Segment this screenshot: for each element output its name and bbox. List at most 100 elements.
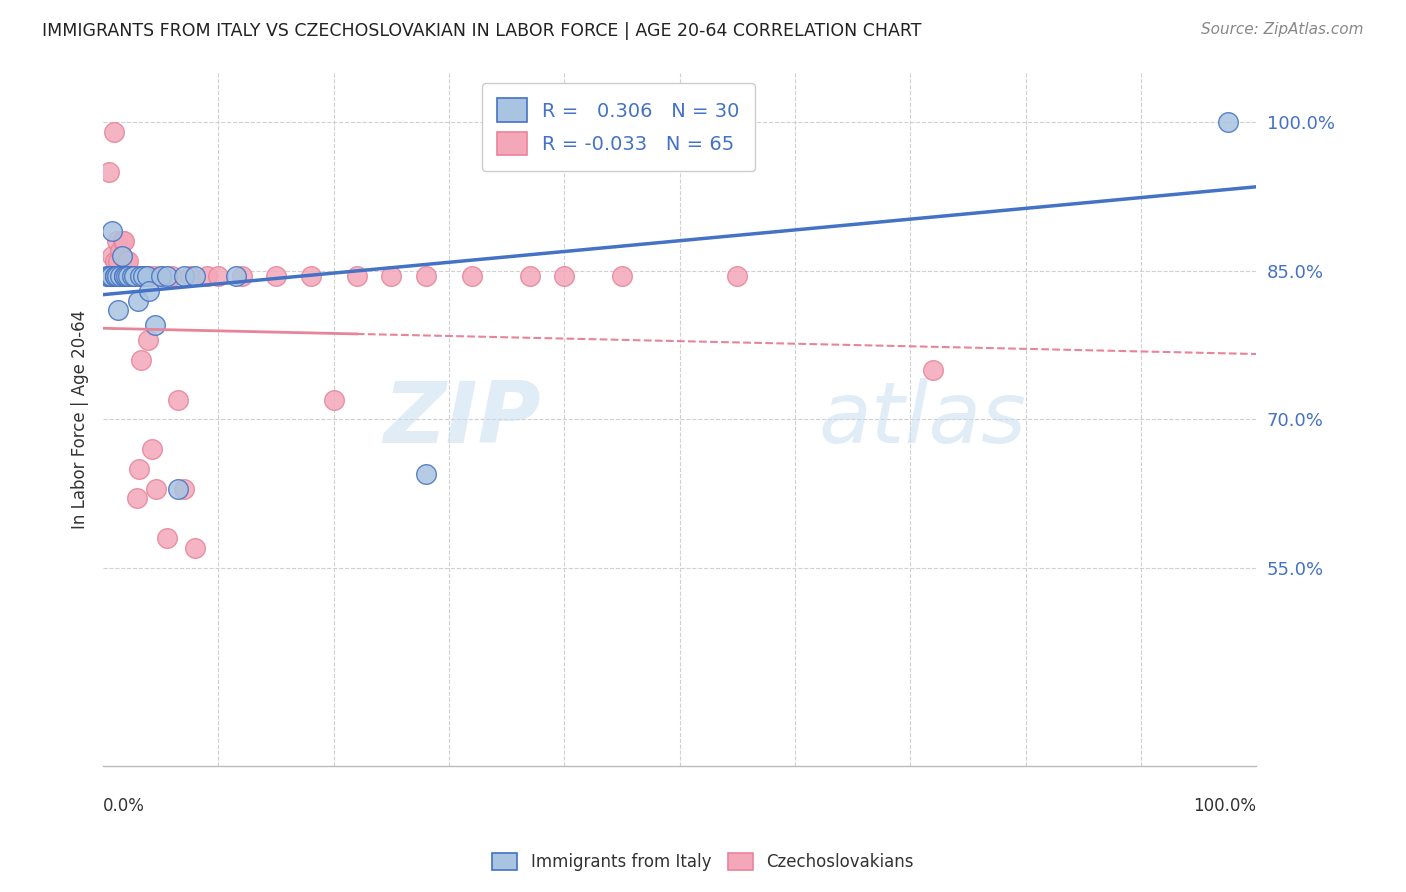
Point — [114, 268, 136, 283]
Point — [129, 268, 152, 283]
Text: Source: ZipAtlas.com: Source: ZipAtlas.com — [1201, 22, 1364, 37]
Point — [131, 268, 153, 283]
Point — [112, 268, 135, 283]
Point — [127, 293, 149, 308]
Point — [104, 268, 127, 283]
Point — [143, 318, 166, 333]
Point — [142, 268, 165, 283]
Text: IMMIGRANTS FROM ITALY VS CZECHOSLOVAKIAN IN LABOR FORCE | AGE 20-64 CORRELATION : IMMIGRANTS FROM ITALY VS CZECHOSLOVAKIAN… — [42, 22, 922, 40]
Point — [107, 303, 129, 318]
Point — [132, 268, 155, 283]
Point — [264, 268, 287, 283]
Point — [553, 268, 575, 283]
Point — [121, 268, 143, 283]
Point — [115, 268, 138, 283]
Point — [128, 462, 150, 476]
Point — [97, 165, 120, 179]
Point — [415, 467, 437, 481]
Point — [125, 491, 148, 506]
Point — [136, 333, 159, 347]
Point — [725, 268, 748, 283]
Y-axis label: In Labor Force | Age 20-64: In Labor Force | Age 20-64 — [72, 310, 89, 529]
Point — [207, 268, 229, 283]
Point — [173, 268, 195, 283]
Point — [110, 244, 132, 258]
Point — [110, 268, 132, 283]
Point — [98, 268, 121, 283]
Point — [136, 268, 159, 283]
Point — [195, 268, 218, 283]
Point — [117, 268, 139, 283]
Point — [110, 268, 132, 283]
Point — [104, 254, 127, 268]
Point — [103, 125, 125, 139]
Point — [108, 268, 131, 283]
Text: atlas: atlas — [818, 378, 1026, 461]
Point — [104, 268, 127, 283]
Point — [173, 482, 195, 496]
Point — [922, 363, 945, 377]
Point — [141, 442, 163, 456]
Point — [184, 541, 207, 555]
Point — [380, 268, 402, 283]
Point — [110, 249, 132, 263]
Point — [111, 234, 134, 248]
Point — [299, 268, 322, 283]
Point — [134, 268, 156, 283]
Point — [100, 268, 122, 283]
Point — [104, 268, 127, 283]
Point — [415, 268, 437, 283]
Point — [231, 268, 253, 283]
Legend: Immigrants from Italy, Czechoslovakians: Immigrants from Italy, Czechoslovakians — [484, 845, 922, 880]
Point — [179, 268, 201, 283]
Point — [129, 353, 152, 368]
Point — [155, 268, 177, 283]
Point — [101, 224, 124, 238]
Point — [167, 482, 190, 496]
Point — [105, 234, 128, 248]
Point — [162, 268, 184, 283]
Point — [136, 268, 159, 283]
Text: 100.0%: 100.0% — [1194, 797, 1257, 814]
Point — [145, 482, 167, 496]
Point — [1216, 115, 1239, 129]
Point — [117, 254, 139, 268]
Point — [115, 254, 138, 268]
Point — [138, 268, 160, 283]
Point — [519, 268, 541, 283]
Point — [104, 268, 127, 283]
Point — [155, 531, 177, 545]
Point — [117, 268, 139, 283]
Point — [322, 392, 344, 407]
Point — [610, 268, 633, 283]
Point — [122, 268, 145, 283]
Point — [107, 254, 129, 268]
Point — [96, 268, 118, 283]
Point — [115, 268, 138, 283]
Text: 0.0%: 0.0% — [103, 797, 145, 814]
Point — [97, 268, 120, 283]
Point — [346, 268, 368, 283]
Point — [124, 268, 146, 283]
Point — [122, 268, 145, 283]
Point — [107, 268, 129, 283]
Point — [101, 249, 124, 263]
Point — [127, 268, 149, 283]
Point — [149, 268, 172, 283]
Point — [121, 268, 143, 283]
Point — [100, 268, 122, 283]
Point — [149, 268, 172, 283]
Point — [118, 268, 141, 283]
Point — [129, 268, 152, 283]
Point — [132, 268, 155, 283]
Point — [167, 392, 190, 407]
Point — [112, 268, 135, 283]
Point — [138, 284, 160, 298]
Point — [120, 268, 142, 283]
Point — [112, 234, 135, 248]
Point — [184, 268, 207, 283]
Point — [96, 268, 118, 283]
Point — [122, 268, 145, 283]
Legend: R =   0.306   N = 30, R = -0.033   N = 65: R = 0.306 N = 30, R = -0.033 N = 65 — [482, 83, 755, 171]
Point — [461, 268, 484, 283]
